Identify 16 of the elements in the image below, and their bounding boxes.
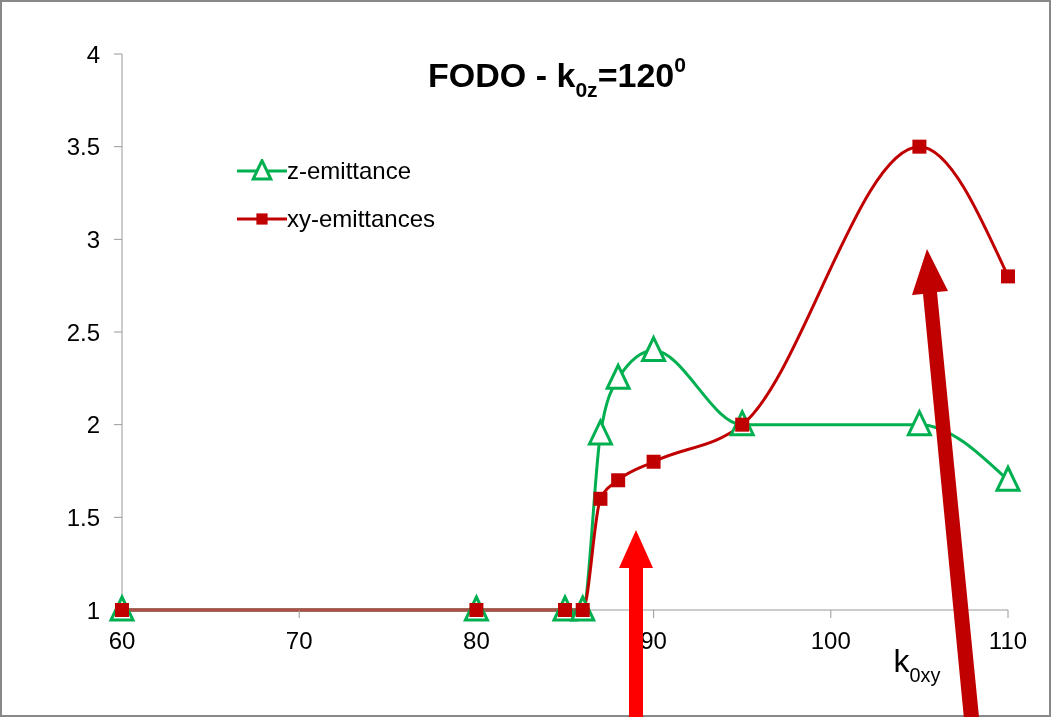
y-tick-label: 3.5 [66,133,100,161]
y-tick-label: 2.5 [66,318,100,346]
x-tick-label: 110 [988,627,1028,655]
x-axis-title: k$_{0xy}$ [893,643,941,686]
chart-title: FODO - k$_{0z}$=120$^{0}$ [428,52,686,102]
y-tick-label: 1.5 [66,503,100,531]
y-tick-label: 2 [86,411,100,439]
y-tick-label: 3 [86,225,100,253]
legend-label: xy-emittances [287,205,436,233]
y-tick-label: 4 [86,40,100,68]
x-tick-label: 70 [285,627,313,655]
x-tick-label: 100 [810,627,851,655]
x-tick-label: 60 [108,627,136,655]
x-tick-label: 80 [463,627,490,655]
y-tick-label: 1 [86,596,100,624]
legend-label: z-emittance [287,157,412,185]
